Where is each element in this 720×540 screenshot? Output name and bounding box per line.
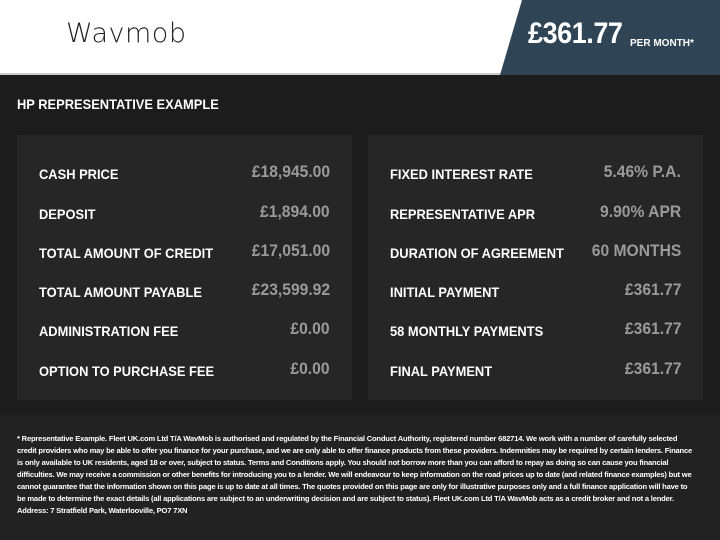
finance-value: £23,599.92 — [251, 280, 330, 299]
finance-row: OPTION TO PURCHASE FEE £0.00 — [39, 359, 330, 383]
finance-value: £361.77 — [624, 280, 681, 299]
finance-row: DEPOSIT £1,894.00 — [39, 202, 330, 226]
finance-label: DEPOSIT — [39, 206, 96, 222]
finance-row: ADMINISTRATION FEE £0.00 — [39, 319, 330, 343]
finance-row: FINAL PAYMENT £361.77 — [390, 359, 681, 383]
finance-label: ADMINISTRATION FEE — [39, 323, 179, 339]
finance-value: £18,945.00 — [251, 162, 330, 181]
logo[interactable]: Wavmob — [66, 18, 187, 49]
finance-value: £361.77 — [624, 319, 681, 338]
finance-label: FIXED INTEREST RATE — [390, 166, 533, 182]
finance-row: 58 MONTHLY PAYMENTS £361.77 — [390, 319, 681, 343]
finance-label: INITIAL PAYMENT — [390, 284, 500, 300]
monthly-price-panel — [500, 0, 720, 75]
finance-panel-left: CASH PRICE £18,945.00 DEPOSIT £1,894.00 TOTA… — [17, 135, 352, 400]
finance-value: £361.77 — [624, 359, 681, 378]
finance-row: INITIAL PAYMENT £361.77 — [390, 280, 681, 304]
monthly-price: £361.77 — [528, 17, 623, 50]
finance-row: FIXED INTEREST RATE 5.46% P.A. — [390, 162, 681, 186]
section-title: HP REPRESENTATIVE EXAMPLE — [17, 96, 219, 112]
finance-panel-right: FIXED INTEREST RATE 5.46% P.A. REPRESENTAT… — [368, 135, 703, 400]
finance-label: 58 MONTHLY PAYMENTS — [390, 323, 544, 339]
finance-value: 9.90% APR — [599, 202, 681, 221]
per-month-label: PER MONTH* — [630, 38, 694, 49]
finance-value: £1,894.00 — [260, 202, 330, 221]
finance-label: TOTAL AMOUNT OF CREDIT — [39, 245, 214, 261]
finance-label: FINAL PAYMENT — [390, 363, 493, 379]
finance-row: TOTAL AMOUNT OF CREDIT £17,051.00 — [39, 241, 330, 265]
finance-row: TOTAL AMOUNT PAYABLE £23,599.92 — [39, 280, 330, 304]
finance-label: OPTION TO PURCHASE FEE — [39, 363, 215, 379]
finance-value: 5.46% P.A. — [603, 162, 681, 181]
finance-row: DURATION OF AGREEMENT 60 MONTHS — [390, 241, 681, 265]
footer: * Representative Example. Fleet UK.com L… — [0, 415, 720, 540]
finance-value: £17,051.00 — [251, 241, 330, 260]
finance-label: CASH PRICE — [39, 166, 119, 182]
disclaimer-text: * Representative Example. Fleet UK.com L… — [17, 434, 693, 515]
finance-label: DURATION OF AGREEMENT — [390, 245, 564, 261]
finance-row: CASH PRICE £18,945.00 — [39, 162, 330, 186]
finance-label: TOTAL AMOUNT PAYABLE — [39, 284, 202, 300]
finance-value: £0.00 — [290, 359, 330, 378]
finance-row: REPRESENTATIVE APR 9.90% APR — [390, 202, 681, 226]
finance-value: 60 MONTHS — [591, 241, 681, 260]
finance-label: REPRESENTATIVE APR — [390, 206, 536, 222]
finance-value: £0.00 — [290, 319, 330, 338]
